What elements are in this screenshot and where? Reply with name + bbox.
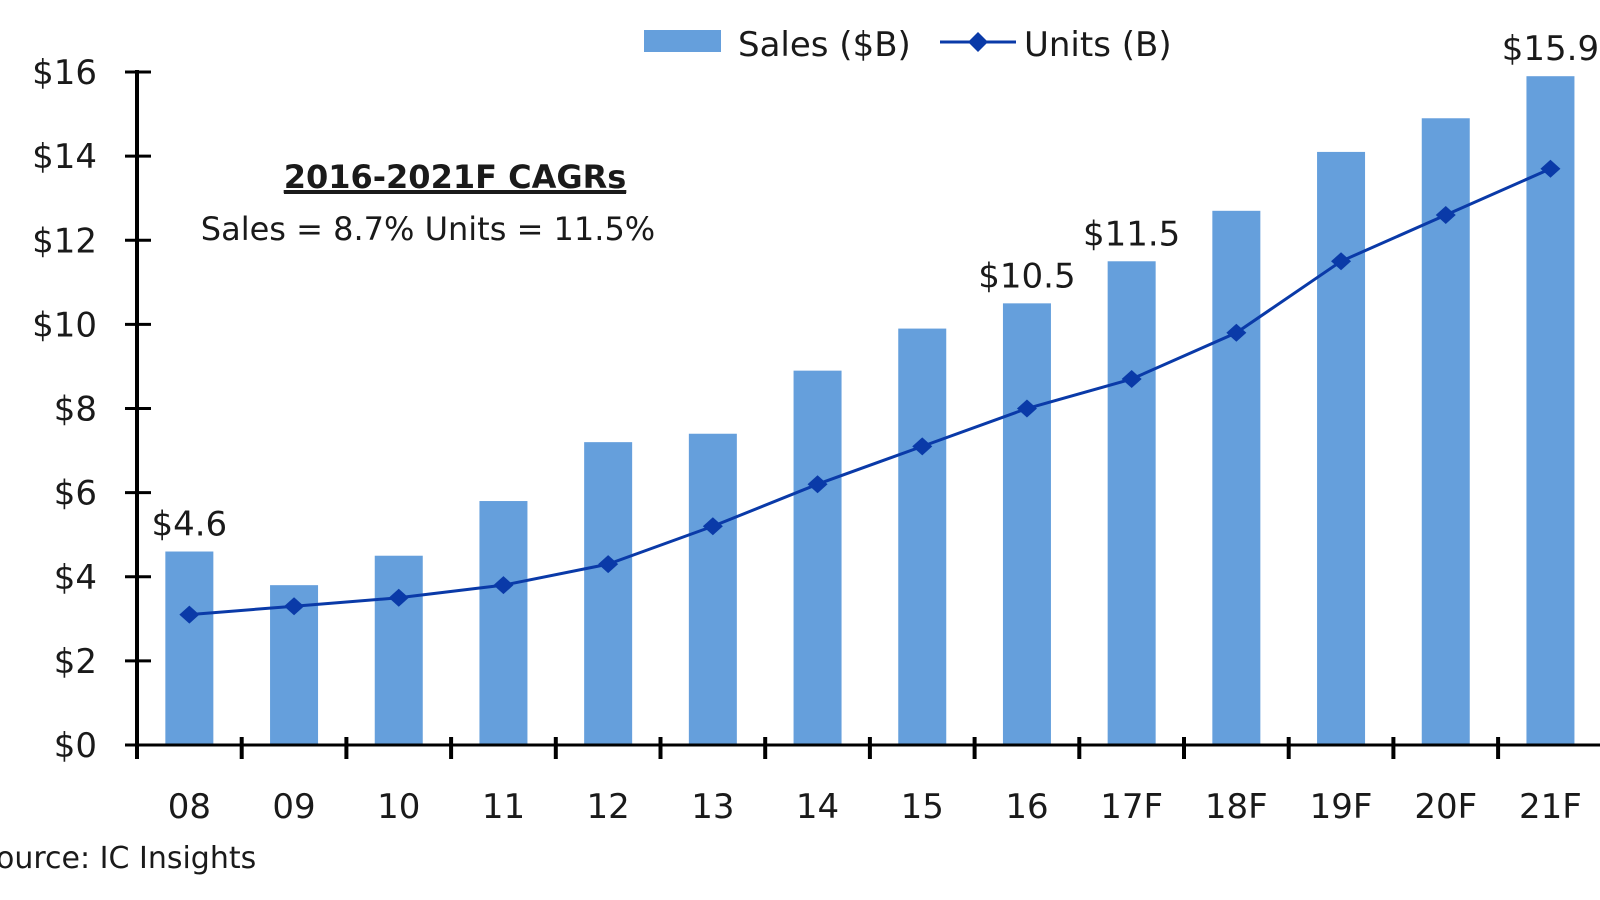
- x-tick-label: 08: [168, 787, 211, 827]
- x-tick-label: 19F: [1310, 787, 1373, 827]
- units-marker-09: [284, 597, 305, 616]
- x-tick-label: 09: [272, 787, 315, 827]
- bar-17F: [1107, 261, 1156, 745]
- y-tick-label: $16: [32, 53, 97, 93]
- bar-15: [898, 328, 947, 745]
- data-label-16: $10.5: [978, 256, 1075, 296]
- y-tick-label: $8: [54, 390, 97, 430]
- units-marker-13: [702, 517, 723, 536]
- units-marker-16: [1016, 399, 1037, 418]
- bar-10: [374, 555, 423, 745]
- units-marker-14: [807, 475, 828, 494]
- x-tick-label: 20F: [1414, 787, 1477, 827]
- x-tick-label: 11: [482, 787, 525, 827]
- bar-11: [479, 501, 528, 745]
- y-tick-label: $12: [32, 221, 97, 261]
- bar-18F: [1212, 210, 1261, 745]
- units-marker-17F: [1121, 370, 1142, 389]
- x-tick-label: 12: [587, 787, 630, 827]
- units-marker-11: [493, 576, 514, 595]
- bar-16: [1002, 303, 1051, 745]
- bar-12: [584, 442, 633, 745]
- data-label-17F: $11.5: [1083, 214, 1180, 254]
- x-tick-label: 15: [901, 787, 944, 827]
- y-tick-label: $10: [32, 305, 97, 345]
- source-note: ource: IC Insights: [0, 841, 256, 876]
- data-label-08: $4.6: [151, 505, 227, 545]
- bar-08: [165, 551, 214, 745]
- legend-swatch-units-marker: [968, 32, 988, 52]
- x-tick-label: 13: [691, 787, 734, 827]
- bar-14: [793, 370, 842, 745]
- bar-19F: [1317, 151, 1366, 745]
- x-tick-label: 14: [796, 787, 839, 827]
- units-marker-18F: [1226, 323, 1247, 342]
- bar-13: [688, 433, 737, 745]
- x-tick-label: 10: [377, 787, 420, 827]
- x-tick-label: 21F: [1519, 787, 1582, 827]
- cagr-title: 2016-2021F CAGRs: [284, 158, 627, 196]
- units-marker-10: [388, 588, 409, 607]
- legend: Sales ($B) Units (B): [644, 25, 1172, 65]
- units-line: [189, 167, 1552, 617]
- cagr-text: Sales = 8.7% Units = 11.5%: [201, 210, 655, 248]
- x-tick-label: 16: [1005, 787, 1048, 827]
- y-tick-label: $4: [54, 558, 97, 598]
- units-marker-20F: [1435, 206, 1456, 225]
- units-marker-15: [912, 437, 933, 456]
- units-marker-21F: [1540, 159, 1561, 178]
- units-marker-19F: [1331, 252, 1352, 271]
- y-tick-label: $6: [54, 474, 97, 514]
- y-tick-label: $14: [32, 137, 97, 177]
- units-marker-12: [598, 555, 619, 574]
- bar-21F: [1526, 76, 1575, 746]
- units-marker-08: [179, 605, 200, 624]
- legend-label-sales: Sales ($B): [738, 25, 911, 65]
- y-tick-label: $0: [54, 726, 97, 766]
- legend-label-units: Units (B): [1024, 25, 1172, 65]
- legend-swatch-sales: [644, 30, 721, 52]
- data-label-21F: $15.9: [1502, 29, 1599, 69]
- x-tick-label: 18F: [1205, 787, 1268, 827]
- y-tick-label: $2: [54, 642, 97, 682]
- x-tick-label: 17F: [1100, 787, 1163, 827]
